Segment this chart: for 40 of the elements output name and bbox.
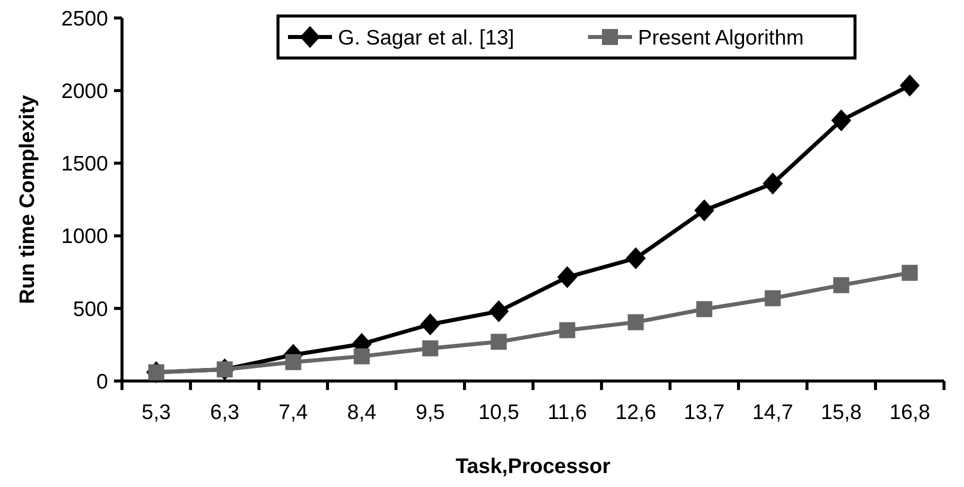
x-tick-label: 9,5 [416,401,445,424]
x-tick-label: 5,3 [142,401,171,424]
x-axis-title: Task,Processor [456,455,610,478]
x-tick-label: 12,6 [615,401,656,424]
point [285,354,302,370]
point [762,172,783,195]
x-tick-label: 6,3 [210,401,240,424]
x-tick-label: 10,5 [478,401,520,424]
y-axis-title: Run time Complexity [16,94,39,304]
x-tick-label: 8,4 [347,401,377,424]
y-tick-label: 0 [96,370,108,394]
legend-label: G. Sagar et al. [13] [338,26,514,50]
x-tick-label: 7,4 [278,401,308,424]
y-tick-label: 500 [72,298,108,321]
point [694,199,714,222]
point [900,74,920,97]
point [902,264,918,281]
point [354,348,370,364]
y-tick-label: 1500 [61,152,108,176]
x-tick-label: 15,8 [820,401,862,424]
x-tick-label: 13,7 [684,401,725,424]
x-tick-label: 14,7 [752,401,794,424]
point [422,340,438,356]
point [420,313,440,336]
point [626,247,646,270]
point [559,322,576,338]
point [557,266,578,288]
point [490,334,507,350]
y-tick-label: 1000 [61,225,108,248]
point [488,300,509,322]
point [764,290,781,306]
y-tick-label: 2500 [61,7,108,30]
x-tick-label: 16,8 [889,401,930,424]
point [831,109,852,132]
point [696,301,712,318]
legend-label: Present Algorithm [638,26,804,50]
y-tick-label: 2000 [61,80,108,103]
point [628,314,644,330]
x-tick-label: 11,6 [548,401,587,424]
point [833,277,850,294]
